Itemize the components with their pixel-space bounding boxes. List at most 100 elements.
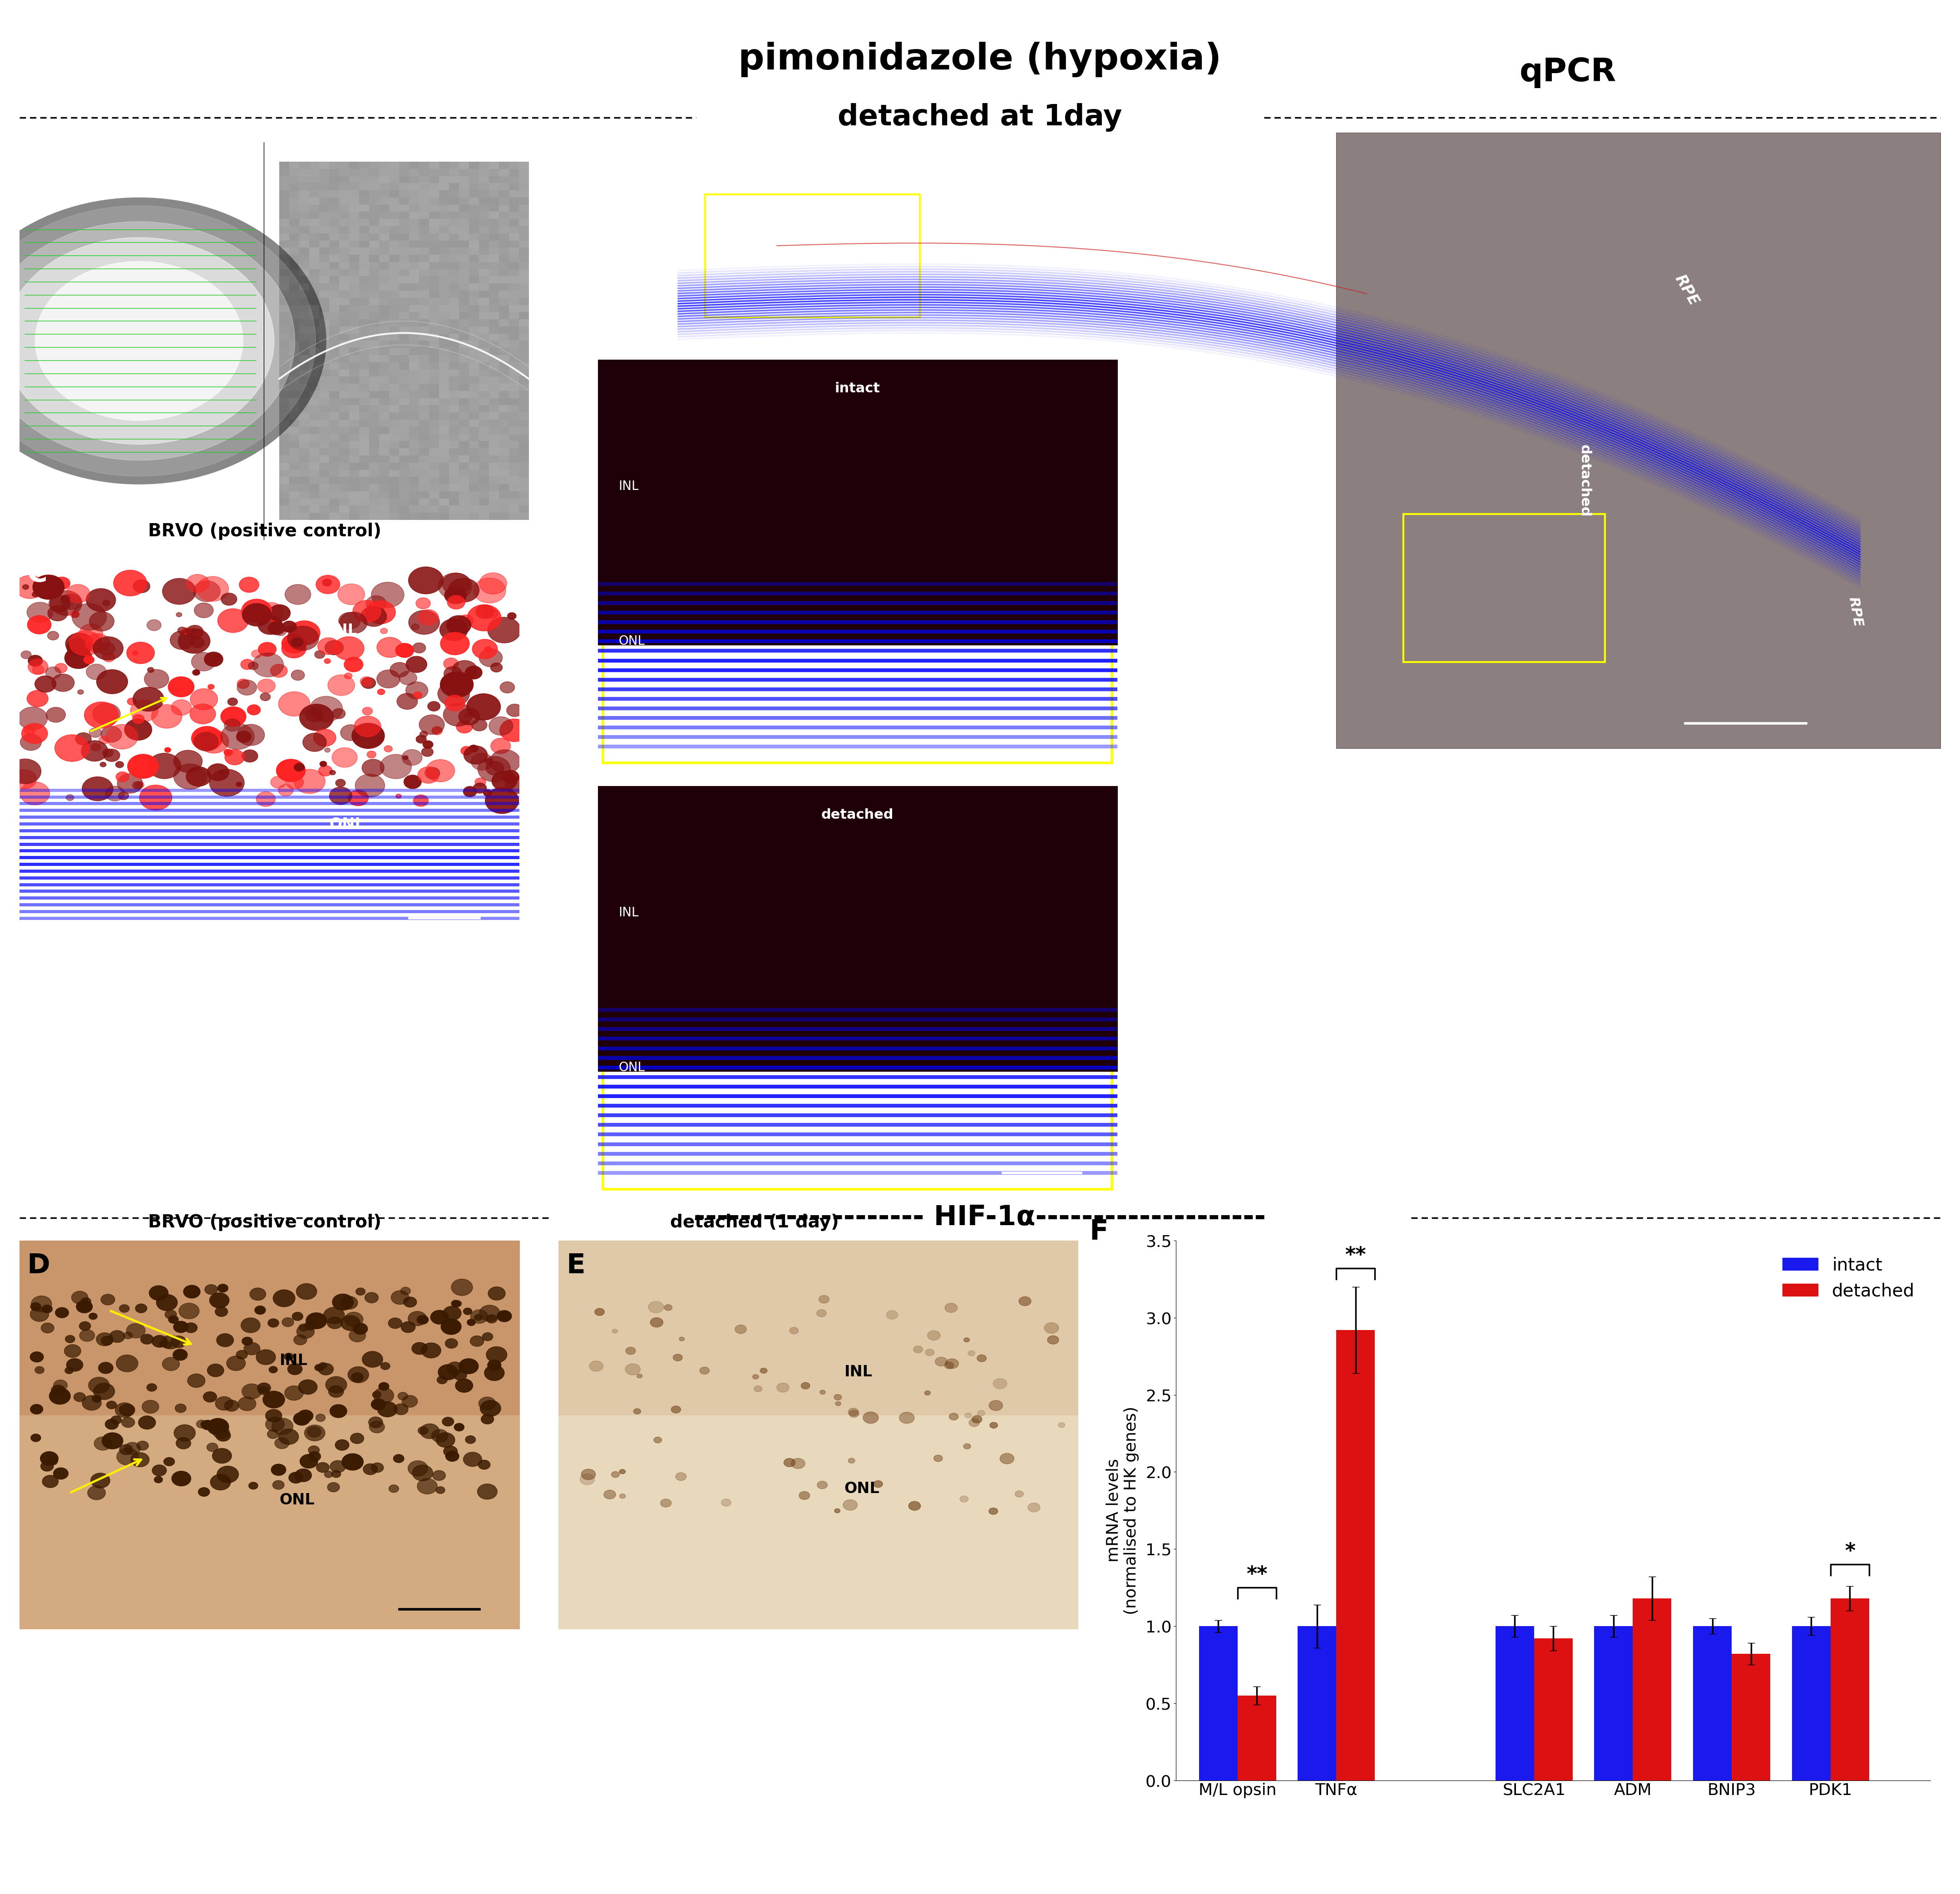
Circle shape — [131, 701, 159, 722]
Circle shape — [82, 1396, 102, 1411]
Circle shape — [288, 627, 319, 650]
Circle shape — [178, 1303, 200, 1318]
Circle shape — [327, 1483, 339, 1492]
Circle shape — [414, 795, 429, 807]
Text: ONL: ONL — [619, 1061, 645, 1074]
Circle shape — [433, 1470, 445, 1481]
Circle shape — [202, 1420, 214, 1430]
Circle shape — [227, 697, 237, 706]
Circle shape — [194, 602, 214, 617]
Circle shape — [466, 604, 502, 631]
Circle shape — [282, 638, 306, 657]
Circle shape — [447, 616, 470, 634]
Circle shape — [22, 652, 31, 659]
Circle shape — [431, 1430, 449, 1441]
Bar — [1403, 515, 1605, 663]
Circle shape — [619, 1470, 625, 1474]
Circle shape — [374, 1388, 394, 1403]
Circle shape — [216, 1430, 231, 1441]
Text: INL: INL — [280, 1352, 308, 1367]
Circle shape — [65, 648, 92, 669]
Circle shape — [308, 1445, 319, 1455]
Circle shape — [186, 574, 210, 593]
Circle shape — [269, 604, 290, 621]
Circle shape — [51, 674, 74, 691]
Bar — [1633, 1599, 1672, 1780]
Circle shape — [1000, 1453, 1013, 1464]
Circle shape — [284, 585, 312, 604]
Circle shape — [116, 1354, 137, 1371]
Y-axis label: mRNA levels
(normalised to HK genes): mRNA levels (normalised to HK genes) — [1105, 1405, 1139, 1616]
Circle shape — [296, 1324, 314, 1339]
Circle shape — [421, 748, 433, 756]
Circle shape — [84, 703, 118, 729]
Circle shape — [835, 1394, 841, 1400]
Circle shape — [372, 1392, 380, 1398]
Circle shape — [380, 629, 388, 634]
Circle shape — [92, 636, 123, 659]
Circle shape — [112, 1417, 122, 1424]
Circle shape — [835, 1402, 841, 1405]
Circle shape — [776, 1383, 790, 1392]
Circle shape — [594, 1309, 604, 1316]
Circle shape — [478, 650, 502, 667]
Circle shape — [135, 782, 143, 788]
Circle shape — [163, 1358, 180, 1371]
Circle shape — [325, 640, 343, 655]
Circle shape — [210, 769, 245, 795]
Circle shape — [41, 1322, 55, 1333]
Circle shape — [478, 1460, 490, 1470]
Circle shape — [96, 670, 127, 693]
Circle shape — [184, 1322, 198, 1333]
Circle shape — [98, 642, 116, 655]
Circle shape — [216, 1396, 233, 1411]
Circle shape — [65, 1367, 73, 1373]
Circle shape — [149, 1286, 169, 1301]
Circle shape — [272, 1290, 296, 1307]
Text: INL: INL — [619, 907, 639, 919]
Polygon shape — [0, 222, 294, 460]
Circle shape — [431, 727, 443, 735]
Circle shape — [457, 720, 472, 733]
Circle shape — [78, 1322, 90, 1330]
Circle shape — [755, 1386, 762, 1392]
Circle shape — [339, 612, 367, 634]
Circle shape — [186, 767, 212, 786]
Circle shape — [67, 638, 90, 657]
Bar — [1495, 1627, 1535, 1780]
Circle shape — [443, 667, 463, 680]
Circle shape — [102, 1432, 123, 1449]
Circle shape — [221, 593, 237, 606]
Circle shape — [131, 652, 137, 655]
Circle shape — [486, 608, 498, 619]
Text: detached (1 day): detached (1 day) — [670, 1214, 839, 1231]
Circle shape — [325, 1377, 347, 1392]
Circle shape — [459, 616, 474, 627]
Circle shape — [327, 674, 355, 695]
Circle shape — [255, 1305, 267, 1314]
Circle shape — [90, 612, 114, 631]
Circle shape — [172, 1349, 188, 1360]
Circle shape — [235, 1350, 247, 1360]
Circle shape — [392, 1290, 410, 1305]
Circle shape — [133, 782, 143, 790]
Circle shape — [67, 795, 74, 801]
Circle shape — [316, 1364, 323, 1371]
Circle shape — [208, 1364, 223, 1377]
Circle shape — [465, 746, 488, 763]
Circle shape — [110, 1330, 125, 1343]
Circle shape — [323, 1472, 333, 1477]
Circle shape — [102, 652, 116, 661]
Circle shape — [298, 1409, 314, 1422]
Circle shape — [294, 1413, 310, 1426]
Circle shape — [35, 580, 53, 593]
Circle shape — [443, 574, 470, 595]
Circle shape — [390, 663, 410, 678]
Circle shape — [257, 1350, 276, 1366]
Circle shape — [120, 1305, 129, 1313]
Circle shape — [84, 655, 94, 665]
Circle shape — [31, 665, 43, 674]
Circle shape — [976, 1354, 986, 1362]
Circle shape — [329, 788, 353, 805]
Circle shape — [357, 1288, 365, 1295]
